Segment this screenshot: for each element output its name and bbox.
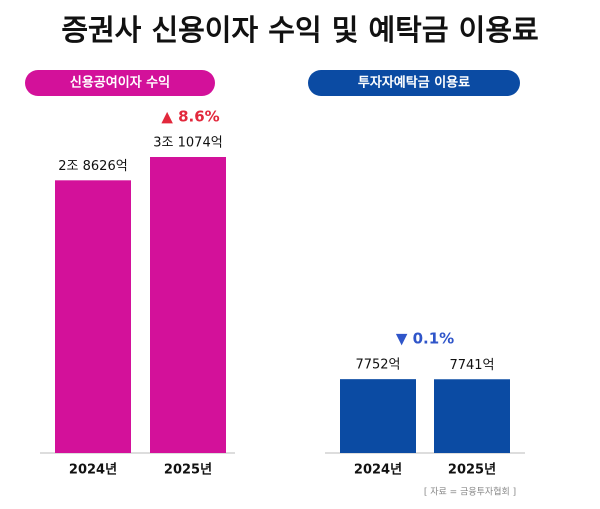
bar bbox=[150, 157, 226, 453]
change-annotation: ▲ 8.6% bbox=[161, 108, 219, 126]
x-tick-label: 2024년 bbox=[69, 463, 117, 478]
value-label: 2조 8626억 bbox=[58, 159, 127, 174]
panel-title: 신용공여이자 수익 bbox=[70, 75, 170, 91]
panel-title: 투자자예탁금 이용료 bbox=[358, 75, 470, 91]
bar bbox=[434, 379, 510, 453]
x-tick-label: 2025년 bbox=[448, 463, 496, 478]
source: [ 자료 = 금융투자협회 ] bbox=[424, 486, 516, 498]
x-tick-label: 2025년 bbox=[164, 463, 212, 478]
change-annotation: ▼ 0.1% bbox=[396, 330, 454, 348]
value-label: 3조 1074억 bbox=[153, 136, 222, 151]
x-tick-label: 2024년 bbox=[354, 463, 402, 478]
bar bbox=[340, 379, 416, 453]
value-label: 7752억 bbox=[355, 358, 400, 373]
panel-header bbox=[25, 70, 215, 96]
page-title: 증권사 신용이자 수익 및 예탁금 이용료 bbox=[61, 13, 538, 47]
bar bbox=[55, 180, 131, 453]
panel-header bbox=[308, 70, 520, 96]
value-label: 7741억 bbox=[449, 358, 494, 373]
